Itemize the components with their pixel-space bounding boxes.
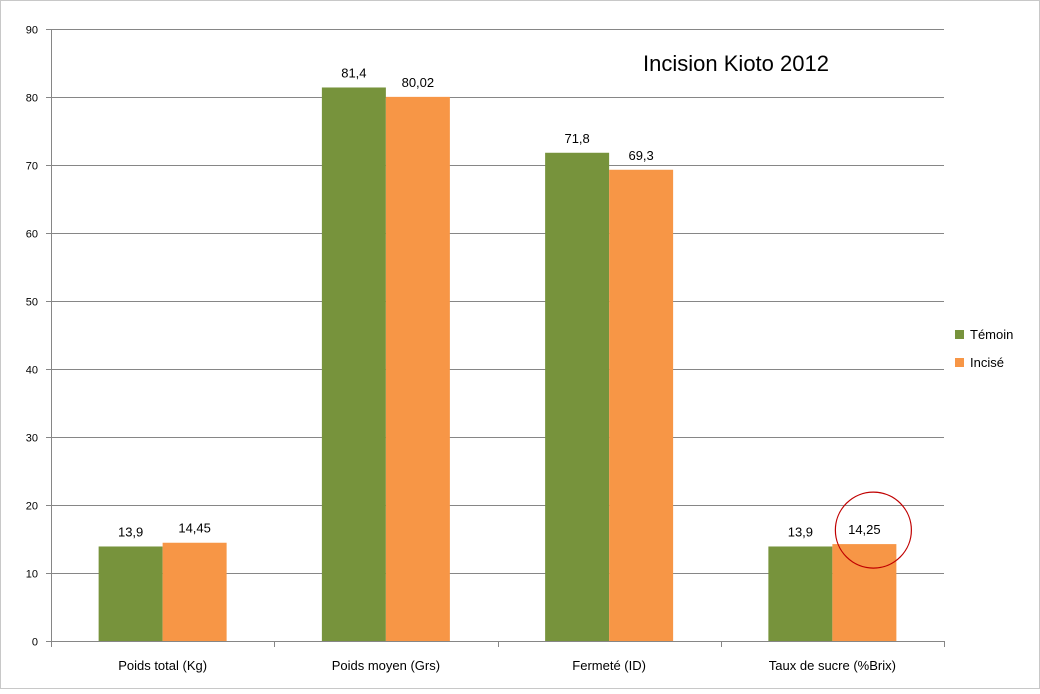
y-tick-label: 40	[26, 365, 38, 377]
y-tick-label: 80	[26, 93, 38, 105]
chart-title: Incision Kioto 2012	[643, 51, 829, 76]
legend-label: Incisé	[970, 355, 1004, 370]
bar	[609, 169, 674, 641]
y-tick-label: 0	[32, 637, 38, 649]
x-tick-label: Poids total (Kg)	[118, 658, 207, 673]
data-label: 69,3	[628, 148, 653, 163]
legend-label: Témoin	[970, 327, 1013, 342]
bar	[768, 546, 833, 641]
legend: Témoin Incisé	[955, 327, 1013, 370]
y-tick-label: 20	[26, 501, 38, 513]
data-label: 80,02	[402, 75, 435, 90]
x-tick-label: Fermeté (ID)	[572, 658, 646, 673]
y-tick-label: 60	[26, 229, 38, 241]
y-tick-label: 50	[26, 297, 38, 309]
bars	[98, 87, 897, 642]
highlight-circle	[834, 491, 912, 569]
bar	[321, 87, 386, 642]
y-tick-label: 10	[26, 569, 38, 581]
legend-swatch	[955, 330, 964, 339]
x-tick-label: Taux de sucre (%Brix)	[769, 658, 896, 673]
data-label: 14,25	[848, 522, 881, 537]
annotation	[834, 491, 912, 569]
x-tick-label: Poids moyen (Grs)	[332, 658, 440, 673]
bar	[832, 544, 897, 641]
legend-swatch	[955, 358, 964, 367]
data-labels: 13,9 14,45 81,4 80,02 71,8 69,3 13,9 14,25	[118, 65, 881, 539]
y-tick-label: 70	[26, 161, 38, 173]
bar	[162, 542, 227, 641]
bar	[545, 152, 610, 641]
bar	[98, 546, 163, 641]
data-label: 81,4	[341, 65, 366, 80]
data-label: 71,8	[564, 131, 589, 146]
data-label: 13,9	[118, 524, 143, 539]
data-label: 14,45	[178, 521, 211, 536]
axes: 0 10 20 30 40 50 60 70 80 90 Poids total (Kg) Poids…	[26, 25, 945, 673]
y-tick-label: 30	[26, 433, 38, 445]
bar	[385, 96, 450, 641]
y-tick-label: 90	[26, 25, 38, 37]
data-label: 13,9	[788, 524, 813, 539]
